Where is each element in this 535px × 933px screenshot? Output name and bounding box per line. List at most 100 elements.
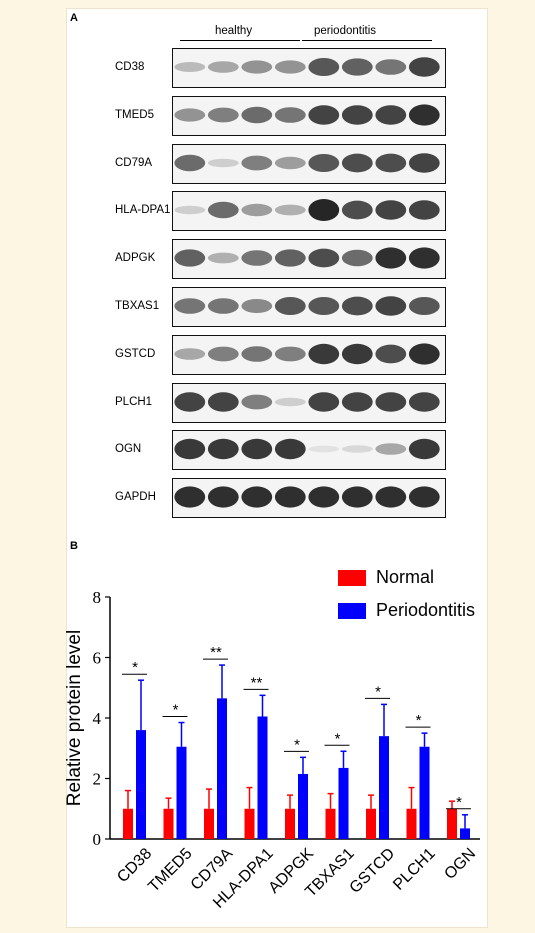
- blot-band: [207, 346, 239, 362]
- blot-band: [375, 247, 407, 269]
- bar-normal: [244, 808, 255, 839]
- group-underline-periodontitis: [302, 40, 432, 41]
- blot-band: [308, 58, 340, 76]
- blot-strip-plch1: [172, 382, 446, 423]
- blot-band: [375, 443, 407, 456]
- significance-marker: *: [416, 712, 422, 729]
- y-tick-label: 2: [93, 770, 102, 789]
- blot-band: [241, 155, 273, 170]
- blot-band: [207, 158, 239, 167]
- blot-band: [241, 60, 273, 74]
- blot-band: [174, 347, 206, 360]
- blot-band: [241, 204, 273, 217]
- bar-normal: [447, 808, 457, 839]
- blot-band: [408, 152, 440, 173]
- blot-band: [408, 297, 440, 315]
- blot-band: [207, 391, 239, 412]
- bar-normal: [406, 808, 417, 839]
- significance-marker: **: [210, 644, 222, 661]
- blot-band: [174, 486, 206, 508]
- blot-strip-cd38: [172, 48, 446, 88]
- blot-band: [241, 439, 273, 460]
- blot-band: [174, 439, 206, 460]
- blot-band: [174, 391, 206, 412]
- blot-band: [207, 107, 239, 123]
- bar-normal: [325, 808, 336, 839]
- blot-strip-tbxas1: [172, 287, 446, 327]
- significance-marker: *: [335, 730, 341, 747]
- bar-periodontitis: [217, 698, 227, 839]
- bar-periodontitis: [379, 736, 389, 839]
- blot-band: [274, 106, 306, 123]
- panel-a-label: A: [70, 12, 78, 24]
- blot-band: [408, 439, 440, 460]
- bar-normal: [123, 808, 133, 839]
- blot-band: [341, 104, 373, 125]
- blot-strip-tmed5: [172, 95, 446, 136]
- y-axis-label: Relative protein level: [64, 630, 85, 806]
- blot-strip-hla-dpa1: [172, 191, 446, 232]
- blot-band: [341, 486, 373, 508]
- blot-band: [207, 202, 239, 219]
- x-tick-label: OGN: [441, 845, 479, 883]
- blot-band: [408, 200, 440, 221]
- bar-periodontitis: [419, 746, 430, 839]
- blot-label-gapdh: GAPDH: [115, 491, 156, 504]
- blot-band: [241, 486, 273, 508]
- blot-band: [274, 204, 306, 216]
- blot-band: [341, 249, 373, 267]
- blot-label-hla-dpa1: HLA-DPA1: [115, 204, 171, 217]
- blot-band: [308, 297, 340, 315]
- group-label-periodontitis: periodontitis: [314, 25, 377, 37]
- blot-label-tmed5: TMED5: [115, 108, 154, 121]
- blot-band: [408, 57, 440, 77]
- significance-marker: *: [132, 659, 138, 676]
- blot-band: [241, 106, 273, 123]
- blot-band: [408, 247, 440, 269]
- blot-strip-gstcd: [172, 334, 446, 375]
- blot-band: [308, 199, 340, 222]
- blot-band: [341, 200, 373, 220]
- blot-band: [274, 249, 306, 267]
- bar-periodontitis: [338, 767, 349, 839]
- blot-band: [341, 391, 373, 412]
- bar-periodontitis: [460, 828, 470, 839]
- blot-label-ogn: OGN: [115, 443, 142, 456]
- blot-band: [375, 59, 407, 75]
- blot-band: [241, 299, 273, 313]
- blot-band: [274, 60, 306, 74]
- blot-band: [274, 486, 306, 508]
- group-label-healthy: healthy: [215, 25, 253, 37]
- bar-normal: [366, 808, 376, 839]
- blot-band: [341, 445, 373, 454]
- legend-swatch-normal: [338, 570, 366, 586]
- blot-band: [274, 346, 306, 362]
- blot-band: [308, 486, 340, 508]
- blot-band: [375, 391, 407, 412]
- x-tick-label: TMED5: [145, 845, 195, 895]
- bar-normal: [163, 808, 174, 839]
- y-tick-label: 6: [93, 649, 102, 668]
- bar-periodontitis: [257, 716, 268, 839]
- significance-marker: *: [456, 794, 462, 811]
- legend-label-normal: Normal: [376, 567, 435, 587]
- blot-label-plch1: PLCH1: [115, 395, 153, 408]
- blot-band: [375, 104, 407, 125]
- blot-band: [174, 108, 206, 122]
- blot-band: [408, 486, 440, 508]
- blot-band: [308, 104, 340, 125]
- blot-strip-cd79a: [172, 143, 446, 184]
- blot-band: [308, 343, 340, 364]
- blot-band: [274, 156, 306, 169]
- blot-band: [408, 391, 440, 412]
- legend-label-periodontitis: Periodontitis: [376, 600, 476, 620]
- bar-periodontitis: [176, 746, 187, 839]
- blot-label-adpgk: ADPGK: [115, 252, 156, 265]
- blot-band: [375, 344, 407, 364]
- blot-band: [341, 58, 373, 76]
- blot-label-tbxas1: TBXAS1: [115, 300, 160, 312]
- blot-band: [341, 153, 373, 172]
- blot-band: [274, 439, 306, 460]
- blot-label-cd38: CD38: [115, 61, 145, 73]
